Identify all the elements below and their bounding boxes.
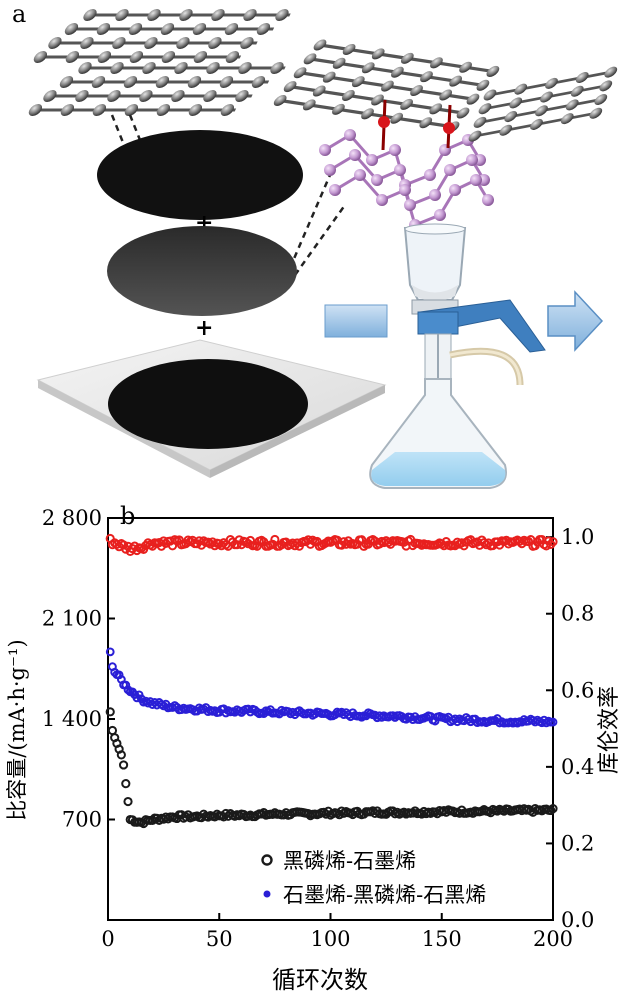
cycling-performance-chart: 0 50 100 150 200 700 1 400 2 100 2 800 0.0 0.2 0.4 0… (5, 502, 622, 994)
series-0 (105, 707, 558, 829)
legend-marker-black (261, 854, 273, 866)
data-point-black (116, 750, 126, 760)
y-right-tick-label: 0.0 (561, 908, 594, 932)
y-left-tick-label: 2 800 (42, 506, 102, 530)
middle-film-disk (107, 226, 297, 316)
data-point-black (123, 796, 133, 807)
data-point-black (118, 760, 129, 770)
series-2 (105, 533, 558, 556)
legend-marker-blue (263, 890, 271, 898)
y-left-tick-label: 1 400 (42, 707, 102, 731)
y-right-tick-label: 0.6 (561, 678, 594, 702)
data-point-black (548, 804, 558, 814)
panel-a-label: a (12, 0, 26, 28)
y-right-tick-label: 1.0 (561, 525, 594, 549)
y-axis-left-label: 比容量/(mA·h·g⁻¹) (5, 639, 29, 820)
series-1 (105, 647, 558, 728)
x-tick-label: 100 (310, 927, 350, 951)
data-point-black (105, 707, 115, 717)
legend-label-blue: 石墨烯-黑磷烯-石黑烯 (283, 883, 486, 907)
data-point-blue (548, 717, 558, 727)
y-left-tick-label: 2 100 (42, 607, 102, 631)
heterostructure-icon (273, 39, 618, 231)
x-tick-label: 50 (206, 927, 233, 951)
y-left-tick-label: 700 (62, 808, 102, 832)
plus-sign-2: + (195, 315, 213, 341)
schematic-illustration: a + + (12, 0, 618, 489)
data-point-blue (105, 647, 115, 657)
legend: 黑磷烯-石墨烯 石墨烯-黑磷烯-石黑烯 (261, 849, 486, 907)
data-point-black (107, 725, 118, 736)
data-point-red (359, 541, 369, 551)
top-film-disk (97, 130, 303, 220)
y-right-tick-label: 0.2 (561, 831, 594, 855)
data-point-black (121, 779, 131, 789)
vacuum-filtration-apparatus-icon (369, 223, 546, 489)
data-point-red (548, 537, 558, 547)
x-tick-label: 0 (101, 927, 114, 951)
data-point-red (245, 535, 255, 546)
x-tick-label: 200 (533, 927, 573, 951)
graphene-sheets-icon (28, 9, 291, 116)
x-tick-label: 150 (422, 927, 462, 951)
process-arrow-right-icon (547, 290, 604, 352)
x-axis-label: 循环次数 (272, 966, 368, 994)
y-axis-right-label: 库伦效率 (597, 686, 622, 774)
y-right-tick-label: 0.4 (561, 755, 594, 779)
data-point-red (252, 541, 262, 551)
bottom-film-disk (108, 359, 308, 449)
panel-b-label: b (120, 502, 135, 530)
process-arrow-left-icon (324, 304, 388, 338)
y-right-tick-label: 0.8 (561, 602, 594, 626)
data-point-red (541, 541, 551, 551)
legend-label-black: 黑磷烯-石墨烯 (283, 849, 416, 873)
